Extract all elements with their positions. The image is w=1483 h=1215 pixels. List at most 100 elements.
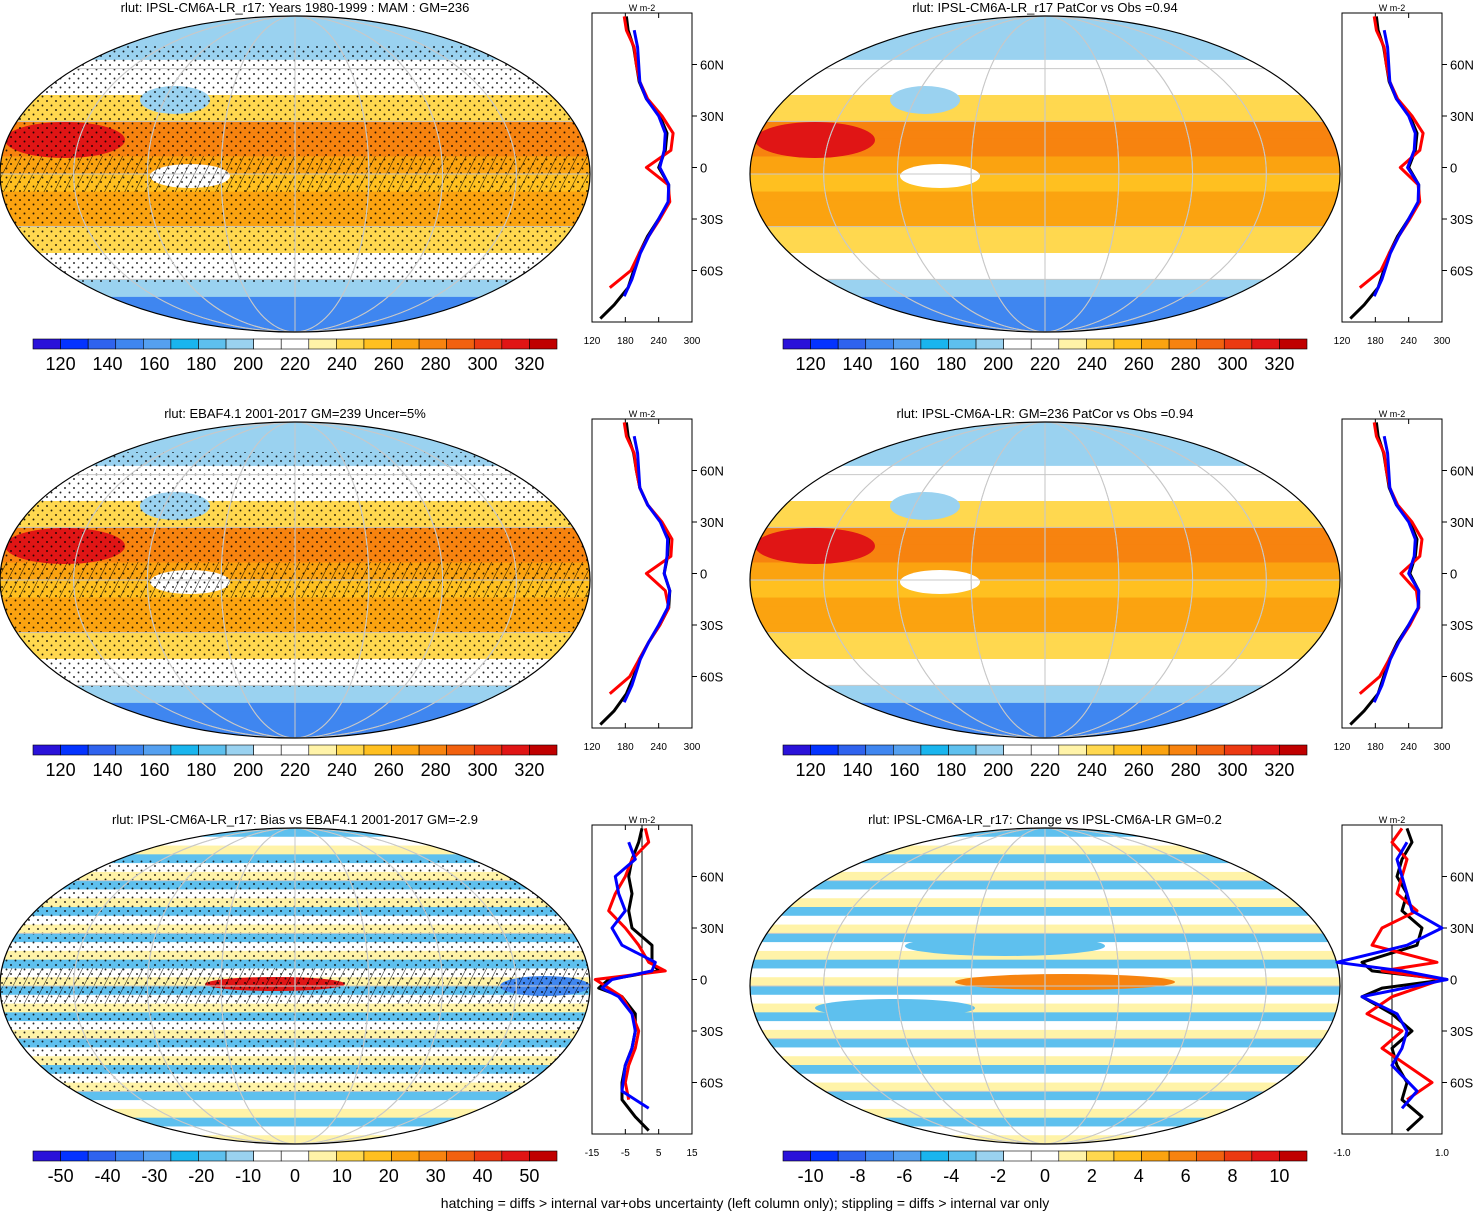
colorbar-box xyxy=(115,338,144,350)
map-border xyxy=(749,15,1341,333)
colorbar-box xyxy=(1223,744,1253,756)
x-tick-label: 1.0 xyxy=(1435,1148,1449,1159)
colorbar-label: 320 xyxy=(514,354,544,374)
graticule-meridian xyxy=(823,16,1267,332)
colorbar-box xyxy=(1003,338,1032,350)
colorbar-box xyxy=(143,1150,172,1162)
colorbar-box xyxy=(446,1150,475,1162)
y-tick-label: 0 xyxy=(700,973,707,988)
x-tick-label: 180 xyxy=(617,742,634,753)
colorbar-box xyxy=(225,338,254,350)
colorbar-label: 180 xyxy=(936,760,966,780)
y-tick-label: 0 xyxy=(1450,161,1457,176)
colorbar-box xyxy=(1223,338,1253,350)
colorbar-label: 4 xyxy=(1134,1166,1144,1186)
colorbar-box xyxy=(837,338,867,350)
colorbar-box xyxy=(143,744,172,756)
y-tick-label: 60N xyxy=(1450,464,1474,479)
x-tick-label: 180 xyxy=(617,336,634,347)
x-tick-label: 120 xyxy=(1334,742,1351,753)
colorbar-box xyxy=(225,744,254,756)
colorbar-label: -4 xyxy=(943,1166,959,1186)
zonal-mean-profile: 60N 30N 0 30S 60S -1.0 1.0 W m-2 xyxy=(1333,815,1473,1159)
panel-title: rlut: IPSL-CM6A-LR: GM=236 PatCor vs Obs… xyxy=(897,406,1194,421)
y-tick-label: 60S xyxy=(1450,670,1473,685)
colorbar-box xyxy=(198,338,227,350)
world-map xyxy=(0,16,590,332)
colorbar-box xyxy=(1141,1150,1170,1162)
graticule-meridian xyxy=(73,16,517,332)
x-tick-label: 120 xyxy=(1334,336,1351,347)
colorbar-box xyxy=(1141,338,1170,350)
colorbar-box xyxy=(1141,744,1170,756)
panel-4: rlut: IPSL-CM6A-LR: GM=236 PatCor vs Obs… xyxy=(749,406,1474,780)
colorbar-label: -2 xyxy=(990,1166,1006,1186)
profile-line-black xyxy=(597,828,661,1132)
change-feature xyxy=(905,936,1105,956)
colorbar-box xyxy=(253,744,282,756)
colorbar-box xyxy=(837,744,867,756)
colorbar-label: 280 xyxy=(421,354,451,374)
colorbar-label: 300 xyxy=(468,760,498,780)
x-tick-label: 120 xyxy=(584,742,601,753)
colorbar-box xyxy=(87,744,117,756)
colorbar-box xyxy=(1086,1150,1115,1162)
colorbar-label: 20 xyxy=(379,1166,399,1186)
colorbar-box xyxy=(1113,744,1142,756)
y-tick-label: 60N xyxy=(1450,58,1474,73)
graticule-meridian xyxy=(146,422,444,738)
colorbar-box xyxy=(280,338,310,350)
footer-caption: hatching = diffs > internal var+obs unce… xyxy=(441,1195,1049,1211)
y-tick-label: 60N xyxy=(700,870,724,885)
x-tick-label: 180 xyxy=(1367,742,1384,753)
graticule-meridian xyxy=(220,422,370,738)
graticule-meridian xyxy=(896,422,1194,738)
colorbar-box xyxy=(1168,338,1197,350)
map-border xyxy=(0,827,591,1145)
colorbar-label: 140 xyxy=(842,354,872,374)
colorbar-label: 2 xyxy=(1087,1166,1097,1186)
profile-frame xyxy=(591,418,693,729)
colorbar-box xyxy=(529,338,558,350)
tibet-feature xyxy=(890,492,960,520)
colorbar-box xyxy=(446,338,475,350)
colorbar-box xyxy=(170,1150,199,1162)
colorbar-box xyxy=(308,744,337,756)
graticule-meridian xyxy=(970,16,1120,332)
graticule-meridian xyxy=(896,828,1194,1144)
graticule-meridian xyxy=(220,16,370,332)
colorbar-label: -20 xyxy=(188,1166,214,1186)
colorbar-box xyxy=(1030,1150,1060,1162)
colorbar-box xyxy=(865,1150,894,1162)
colorbar-label: 180 xyxy=(936,354,966,374)
colorbar-label: 160 xyxy=(889,760,919,780)
colorbar-box xyxy=(1058,338,1087,350)
colorbar-box xyxy=(1030,338,1060,350)
change-feature xyxy=(955,974,1175,990)
colorbar-label: -10 xyxy=(798,1166,824,1186)
profile-unit: W m-2 xyxy=(629,3,656,13)
panel-title: rlut: EBAF4.1 2001-2017 GM=239 Uncer=5% xyxy=(164,406,426,421)
colorbar-box xyxy=(1223,1150,1253,1162)
y-tick-label: 30N xyxy=(700,109,724,124)
colorbar-box xyxy=(418,338,447,350)
colorbar-box xyxy=(948,1150,977,1162)
colorbar-box xyxy=(1113,338,1142,350)
y-tick-label: 60N xyxy=(1450,870,1474,885)
x-tick-label: 240 xyxy=(1400,742,1417,753)
colorbar-box xyxy=(170,338,199,350)
colorbar-box xyxy=(308,1150,337,1162)
colorbar-box xyxy=(920,338,949,350)
panel-title: rlut: IPSL-CM6A-LR_r17: Bias vs EBAF4.1 … xyxy=(112,812,478,827)
profile-line-blue xyxy=(622,29,671,297)
colorbar-label: 120 xyxy=(796,760,826,780)
colorbar-box xyxy=(893,1150,922,1162)
colorbar-box xyxy=(810,744,839,756)
graticule-meridian xyxy=(146,16,444,332)
zonal-mean-profile: 60N 30N 0 30S 60S 120 180 240 300 W m-2 xyxy=(584,3,724,347)
y-tick-label: 60N xyxy=(700,464,724,479)
colorbar-label: 240 xyxy=(1077,354,1107,374)
colorbar-box xyxy=(920,1150,949,1162)
colorbar-box xyxy=(60,338,89,350)
